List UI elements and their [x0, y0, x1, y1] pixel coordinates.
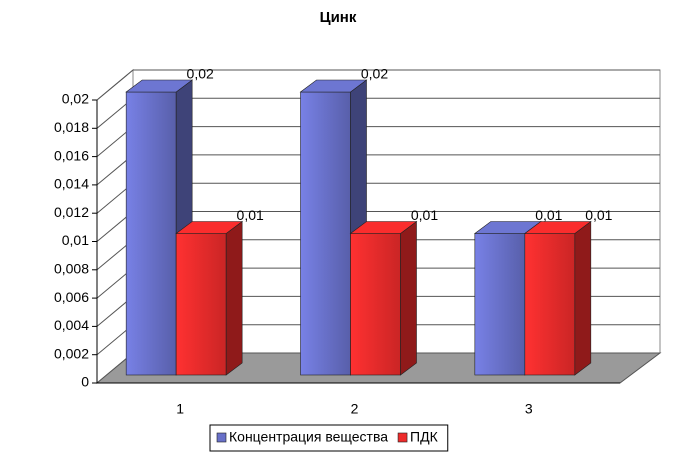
- y-tick-label: 0: [81, 374, 89, 390]
- value-label: 0,02: [187, 66, 214, 82]
- bar-side: [574, 220, 592, 376]
- y-tick-label: 0,016: [54, 147, 89, 163]
- legend-swatch: [397, 432, 408, 443]
- y-tick-label: 0,004: [54, 317, 89, 333]
- x-tick-label: 3: [525, 401, 533, 417]
- bar: [300, 91, 351, 376]
- bar-side: [225, 220, 243, 376]
- value-label: 0,01: [411, 207, 438, 223]
- value-label: 0,01: [535, 207, 562, 223]
- y-tick-label: 0,018: [54, 119, 89, 135]
- bar-side: [400, 220, 417, 376]
- legend-label: ПДК: [410, 429, 439, 445]
- y-tick-label: 0,014: [54, 176, 89, 192]
- y-tick-label: 0,01: [62, 232, 89, 248]
- y-tick-label: 0,002: [54, 345, 89, 361]
- bar-top: [125, 79, 194, 93]
- y-tick-label: 0,006: [54, 289, 89, 305]
- legend-label: Концентрация вещества: [229, 429, 388, 445]
- bar: [175, 233, 227, 376]
- legend-swatch: [216, 432, 227, 443]
- bar-top: [175, 221, 244, 234]
- bar: [474, 233, 526, 376]
- bar: [125, 91, 177, 376]
- bar: [524, 233, 576, 376]
- grid-line: [96, 69, 134, 101]
- bar-top: [349, 221, 418, 234]
- x-tick-label: 1: [176, 401, 184, 417]
- value-label: 0,01: [585, 207, 612, 223]
- y-tick-label: 0,008: [54, 261, 89, 277]
- legend: [209, 424, 449, 452]
- x-tick-label: 2: [351, 401, 359, 417]
- y-tick-label: 0,012: [54, 204, 89, 220]
- bar-top: [523, 221, 592, 234]
- bar-top: [299, 79, 368, 93]
- y-tick-label: 0,02: [62, 91, 89, 107]
- value-label: 0,02: [361, 66, 388, 82]
- chart-title: Цинк: [320, 9, 357, 26]
- bar: [350, 233, 401, 376]
- value-label: 0,01: [237, 207, 264, 223]
